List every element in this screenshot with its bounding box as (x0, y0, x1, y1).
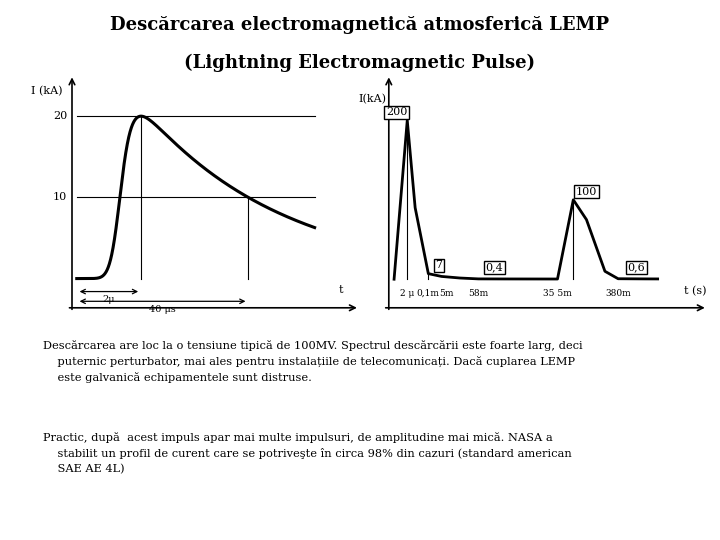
Text: (Lightning Electromagnetic Pulse): (Lightning Electromagnetic Pulse) (184, 54, 536, 72)
Text: Descărcarea electromagnetică atmosferică LEMP: Descărcarea electromagnetică atmosferică… (110, 16, 610, 34)
Text: 7: 7 (436, 260, 442, 271)
Text: t (s): t (s) (684, 286, 706, 296)
Text: Descărcarea are loc la o tensiune tipică de 100MV. Spectrul descărcării este foa: Descărcarea are loc la o tensiune tipică… (43, 340, 582, 383)
Text: 0,4: 0,4 (485, 262, 503, 273)
Text: 35 5m: 35 5m (543, 289, 572, 298)
Text: 2 μ: 2 μ (400, 289, 415, 298)
Text: 5m: 5m (439, 289, 454, 298)
Text: 200: 200 (386, 107, 408, 117)
Text: I(kA): I(kA) (358, 94, 386, 105)
Text: 40 μs: 40 μs (149, 305, 176, 314)
Text: 380m: 380m (606, 289, 631, 298)
Text: 20: 20 (53, 111, 67, 121)
Text: 58m: 58m (468, 289, 489, 298)
Text: 2μ: 2μ (103, 295, 115, 304)
Text: 10: 10 (53, 192, 67, 202)
Text: t: t (338, 285, 343, 295)
Text: Practic, după  acest impuls apar mai multe impulsuri, de amplitudine mai mică. N: Practic, după acest impuls apar mai mult… (43, 432, 572, 474)
Text: I (kA): I (kA) (31, 86, 63, 97)
Text: 0,6: 0,6 (628, 262, 645, 272)
Text: 0,1m: 0,1m (417, 289, 440, 298)
Text: 100: 100 (576, 187, 597, 197)
